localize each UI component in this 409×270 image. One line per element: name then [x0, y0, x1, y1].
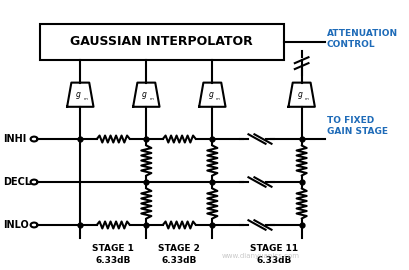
Text: INHI: INHI — [2, 134, 26, 144]
Text: DECL: DECL — [2, 177, 31, 187]
Text: GAUSSIAN INTERPOLATOR: GAUSSIAN INTERPOLATOR — [70, 35, 253, 48]
Text: STAGE 1
6.33dB: STAGE 1 6.33dB — [92, 244, 134, 265]
Text: $g$: $g$ — [207, 90, 213, 102]
Text: INLO: INLO — [2, 220, 28, 230]
Text: $_m$: $_m$ — [303, 96, 309, 103]
Text: www.dianyuanics.com: www.dianyuanics.com — [221, 253, 299, 259]
Text: STAGE 2
6.33dB: STAGE 2 6.33dB — [158, 244, 200, 265]
Text: $_m$: $_m$ — [214, 96, 220, 103]
Text: STAGE 11
6.33dB: STAGE 11 6.33dB — [250, 244, 298, 265]
Text: $_m$: $_m$ — [148, 96, 154, 103]
Text: $g$: $g$ — [75, 90, 82, 102]
Bar — [39, 23, 283, 60]
Text: TO FIXED
GAIN STAGE: TO FIXED GAIN STAGE — [326, 116, 387, 136]
Text: $_m$: $_m$ — [82, 96, 88, 103]
Text: $g$: $g$ — [141, 90, 148, 102]
Text: $g$: $g$ — [296, 90, 303, 102]
Text: ATTENUATION
CONTROL: ATTENUATION CONTROL — [326, 29, 397, 49]
